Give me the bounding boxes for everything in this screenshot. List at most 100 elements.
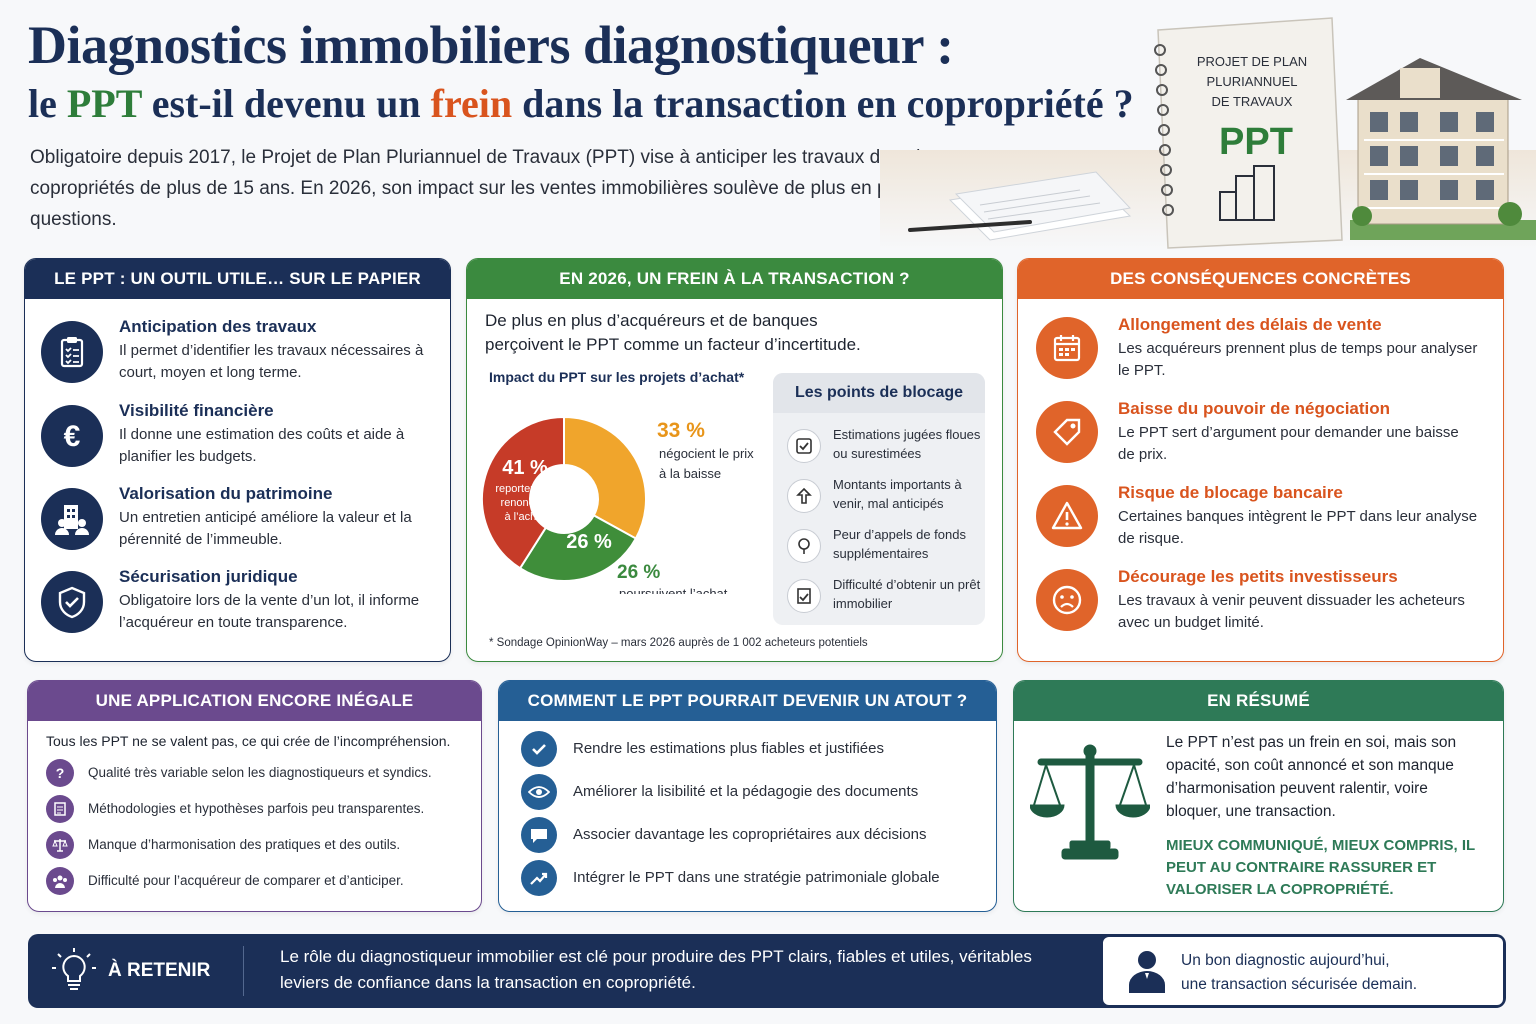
application-item: Méthodologies et hypothèses parfois peu … — [46, 795, 476, 825]
sad-face-icon — [1036, 569, 1098, 631]
card-frein-title: EN 2026, UN FREIN À LA TRANSACTION ? — [467, 259, 1002, 299]
chat-icon — [521, 817, 557, 853]
clipboard-icon — [41, 321, 103, 383]
consequence-desc: Certaines banques intègrent le PPT dans … — [1118, 508, 1478, 547]
notebook-line2: PLURIANNUEL — [1206, 74, 1297, 89]
question-icon: ? — [46, 759, 74, 787]
warning-icon — [1036, 485, 1098, 547]
subtitle-ppt: PPT — [66, 81, 142, 126]
consequence-desc: Les travaux à venir peuvent dissuader le… — [1118, 592, 1465, 631]
card-application: UNE APPLICATION ENCORE INÉGALE Tous les … — [27, 680, 482, 912]
blocking-title: Les points de blocage — [773, 373, 985, 413]
bottom-banner: À RETENIR Le rôle du diagnostiqueur immo… — [28, 934, 1506, 1008]
hero-illustration: PROJET DE PLAN PLURIANNUEL DE TRAVAUX PP… — [880, 0, 1536, 250]
application-item: Manque d’harmonisation des pratiques et … — [46, 831, 476, 861]
feature-securisation: Sécurisation juridique Obligatoire lors … — [41, 567, 450, 647]
hero-scene-icon: PROJET DE PLAN PLURIANNUEL DE TRAVAUX PP… — [880, 17, 1536, 250]
donut-slice — [563, 415, 647, 540]
shield-check-icon — [41, 571, 103, 633]
subtitle-frein: frein — [430, 81, 513, 126]
feature-visibilite: € Visibilité financière Il donne une est… — [41, 401, 450, 481]
svg-text:?: ? — [56, 765, 65, 781]
consequence-title: Baisse du pouvoir de négociation — [1118, 399, 1391, 418]
consequence-bancaire: Risque de blocage bancaire Certaines ban… — [1036, 483, 1496, 563]
card-atout-title: COMMENT LE PPT POURRAIT DEVENIR UN ATOUT… — [499, 681, 996, 721]
chart-subtitle: Impact du PPT sur les projets d’achat* — [489, 369, 745, 385]
feature-title: Sécurisation juridique — [119, 567, 298, 586]
feature-valorisation: Valorisation du patrimoine Un entretien … — [41, 484, 450, 564]
blocking-item: Difficulté d’obtenir un prêt immobilier — [787, 575, 980, 621]
application-item: Difficulté pour l’acquéreur de comparer … — [46, 867, 476, 897]
person-icon — [1127, 949, 1167, 998]
donut-svg: 41 % reportent ou renoncent à l’achat 26 % 33… — [481, 415, 754, 601]
slice-label: à la baisse — [659, 466, 721, 481]
consequence-title: Décourage les petits investisseurs — [1118, 567, 1398, 586]
blocking-text: Difficulté d’obtenir un prêt immobilier — [833, 577, 981, 611]
resume-strong: MIEUX COMMUNIQUÉ, MIEUX COMPRIS, IL PEUT… — [1166, 837, 1475, 898]
card-resume: EN RÉSUMÉ Le PPT n’est pas un frein en s… — [1013, 680, 1504, 912]
card-consequences: DES CONSÉQUENCES CONCRÈTES Allongement d… — [1017, 258, 1504, 662]
notebook-line3: DE TRAVAUX — [1212, 94, 1293, 109]
scale-icon — [46, 831, 74, 859]
page-title: Diagnostics immobiliers diagnostiqueur : — [28, 15, 954, 75]
consequence-title: Risque de blocage bancaire — [1118, 483, 1343, 502]
application-text: Méthodologies et hypothèses parfois peu … — [88, 801, 425, 816]
atout-item: Intégrer le PPT dans une stratégie patri… — [521, 860, 981, 898]
resume-text: Le PPT n’est pas un frein en soi, mais s… — [1166, 734, 1457, 820]
slice-label: poursuivent l’achat — [619, 586, 728, 594]
atout-item: Rendre les estimations plus fiables et j… — [521, 731, 981, 769]
papers-icon — [908, 171, 1132, 241]
application-text: Qualité très variable selon les diagnost… — [88, 765, 432, 780]
slogan-box: Un bon diagnostic aujourd’hui, une transa… — [1101, 935, 1505, 1007]
atout-text: Intégrer le PPT dans une stratégie patri… — [573, 869, 940, 886]
consequence-delais: Allongement des délais de vente Les acqu… — [1036, 315, 1496, 395]
blocking-text: Estimations jugées floues ou surestimées — [833, 427, 981, 461]
donut-chart: 41 % reportent ou renoncent à l’achat 26 % 33… — [479, 394, 779, 601]
atout-text: Améliorer la lisibilité et la pédagogie … — [573, 783, 919, 800]
card-application-title: UNE APPLICATION ENCORE INÉGALE — [28, 681, 481, 721]
feature-desc: Il permet d’identifier les travaux néces… — [119, 342, 424, 381]
subtitle-part-b: est-il devenu un — [141, 81, 431, 126]
card-frein: EN 2026, UN FREIN À LA TRANSACTION ? De … — [466, 258, 1003, 662]
document-icon — [46, 795, 74, 823]
slice-pct-label: 26 % — [566, 531, 612, 553]
blocking-item: Montants importants à venir, mal anticip… — [787, 475, 977, 521]
card-atout: COMMENT LE PPT POURRAIT DEVENIR UN ATOUT… — [498, 680, 997, 912]
check-icon — [521, 731, 557, 767]
feature-desc: Il donne une estimation des coûts et aid… — [119, 426, 405, 465]
application-lead: Tous les PPT ne se valent pas, ce qui cr… — [46, 733, 451, 749]
feature-title: Anticipation des travaux — [119, 317, 317, 336]
atout-text: Associer davantage les copropriétaires a… — [573, 826, 927, 843]
feature-title: Visibilité financière — [119, 401, 274, 420]
blocking-text: Peur d’appels de fonds supplémentaires — [833, 527, 966, 561]
slogan-line1: Un bon diagnostic aujourd’hui, — [1181, 952, 1390, 969]
group-icon — [46, 867, 74, 895]
notebook-line1: PROJET DE PLAN — [1197, 54, 1307, 69]
slice-pct-label: 26 % — [617, 562, 660, 583]
consequence-investisseurs: Décourage les petits investisseurs Les t… — [1036, 567, 1496, 647]
slice-label: à l’achat — [505, 511, 546, 523]
justice-scale-icon — [1029, 737, 1151, 872]
atout-text: Rendre les estimations plus fiables et j… — [573, 740, 884, 757]
money-up-icon — [787, 479, 821, 513]
card-consequences-title: DES CONSÉQUENCES CONCRÈTES — [1018, 259, 1503, 299]
notebook-icon: PROJET DE PLAN PLURIANNUEL DE TRAVAUX PP… — [1154, 17, 1343, 249]
banner-divider — [243, 946, 244, 996]
application-item: ? Qualité très variable selon les diagno… — [46, 759, 476, 789]
feature-desc: Un entretien anticipé améliore la valeur… — [119, 509, 412, 548]
donut-slice — [481, 415, 565, 570]
coin-pin-icon — [787, 529, 821, 563]
page-subtitle: le PPT est-il devenu un frein dans la tr… — [28, 80, 1134, 127]
notebook-big: PPT — [1219, 121, 1293, 163]
slice-pct-label: 33 % — [657, 419, 705, 442]
consequence-desc: Le PPT sert d’argument pour demander une… — [1118, 424, 1459, 463]
slogan-line2: une transaction sécurisée demain. — [1181, 976, 1418, 993]
card-outil: LE PPT : UN OUTIL UTILE… SUR LE PAPIER A… — [24, 258, 451, 662]
calendar-icon — [1036, 317, 1098, 379]
frein-lead: De plus en plus d’acquéreurs et de banqu… — [485, 311, 861, 354]
application-text: Difficulté pour l’acquéreur de comparer … — [88, 873, 404, 888]
feature-title: Valorisation du patrimoine — [119, 484, 333, 503]
card-outil-title: LE PPT : UN OUTIL UTILE… SUR LE PAPIER — [25, 259, 450, 299]
building-illustration — [1346, 58, 1536, 240]
checklist-icon — [787, 429, 821, 463]
